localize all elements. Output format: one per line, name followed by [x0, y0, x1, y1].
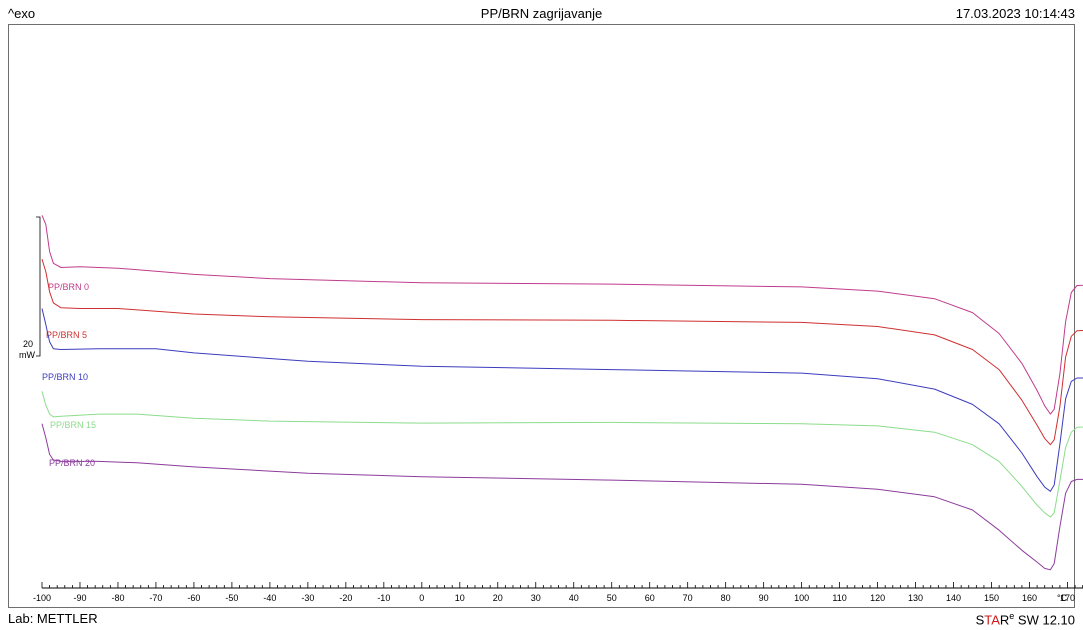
x-axis-unit: °C [1057, 593, 1068, 603]
series-label: PP/BRN 15 [50, 420, 96, 430]
x-tick-label: -30 [301, 593, 314, 603]
x-tick-label: 100 [794, 593, 809, 603]
x-tick-label: 150 [984, 593, 999, 603]
timestamp: 17.03.2023 10:14:43 [955, 6, 1075, 21]
series-label: PP/BRN 0 [48, 282, 89, 292]
x-tick-label: 20 [493, 593, 503, 603]
scale-bar-value: 20 [23, 339, 33, 349]
series-label: PP/BRN 10 [42, 372, 88, 382]
plot-frame [8, 24, 1075, 608]
series-line [41, 215, 1083, 415]
x-tick-label: -100 [33, 593, 51, 603]
series-line [41, 391, 1083, 518]
x-tick-label: -40 [263, 593, 276, 603]
x-tick-label: 70 [683, 593, 693, 603]
x-tick-label: -80 [111, 593, 124, 603]
series-line [41, 423, 1083, 571]
x-tick-label: 0 [419, 593, 424, 603]
x-tick-label: -20 [339, 593, 352, 603]
software-star-ta: TA [984, 612, 1000, 628]
x-tick-label: -90 [73, 593, 86, 603]
scale-bar [36, 216, 41, 357]
x-tick-label: -10 [377, 593, 390, 603]
x-tick-label: 30 [531, 593, 541, 603]
series-label: PP/BRN 5 [46, 330, 87, 340]
series-line [41, 258, 1083, 446]
software-star-s: S [975, 612, 985, 628]
software-version: SW 12.10 [1014, 612, 1075, 628]
chart-title: PP/BRN zagrijavanje [480, 6, 603, 21]
x-tick-label: -70 [149, 593, 162, 603]
x-tick-label: 110 [832, 593, 846, 603]
series-label: PP/BRN 20 [49, 458, 95, 468]
x-tick-label: -50 [225, 593, 238, 603]
x-tick-label: 120 [870, 593, 885, 603]
software-star-sup: e [1009, 611, 1015, 621]
y-axis-direction-label: ^exo [8, 6, 36, 21]
x-tick-label: 60 [645, 593, 655, 603]
series-line [41, 308, 1083, 492]
x-tick-label: 50 [607, 593, 617, 603]
x-tick-label: 10 [455, 593, 465, 603]
x-tick-label: 170 [1060, 593, 1075, 603]
software-star-r: R [999, 612, 1010, 628]
x-tick-label: 130 [908, 593, 923, 603]
x-tick-label: 40 [569, 593, 579, 603]
x-tick-label: -60 [187, 593, 200, 603]
software-label: STARe SW 12.10 [976, 611, 1075, 627]
x-tick-label: 160 [1022, 593, 1037, 603]
lab-label: Lab: METTLER [8, 611, 98, 626]
x-tick-label: 90 [759, 593, 769, 603]
x-tick-label: 80 [721, 593, 731, 603]
scale-bar-unit: mW [19, 350, 35, 360]
x-tick-label: 140 [946, 593, 961, 603]
